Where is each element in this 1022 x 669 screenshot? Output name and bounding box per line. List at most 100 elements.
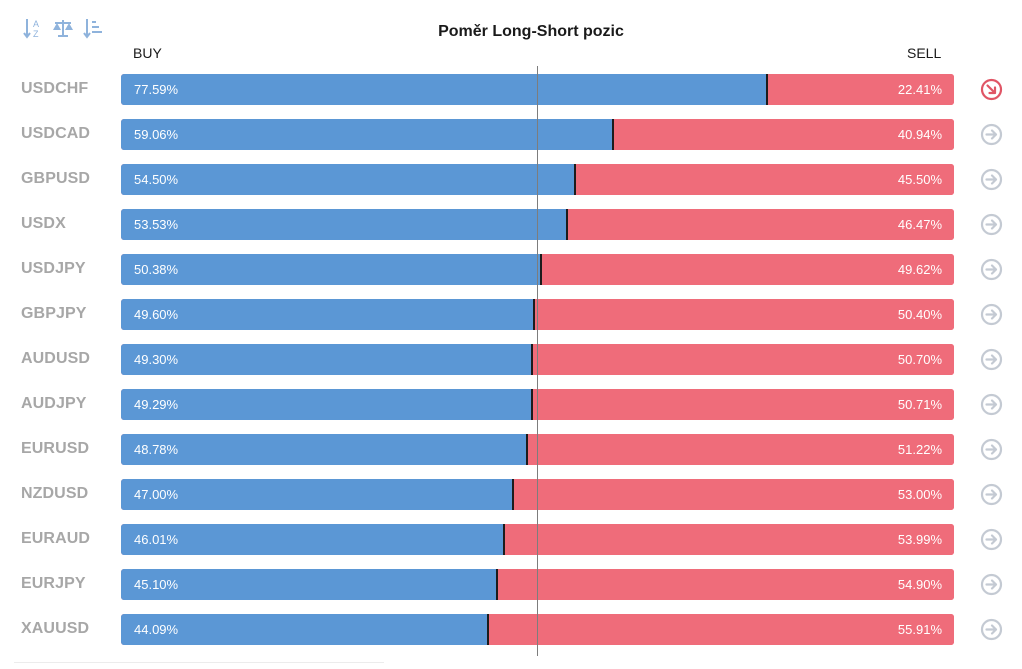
sell-value-label: 50.71% <box>897 397 942 412</box>
arrow-right-icon[interactable] <box>980 438 1003 461</box>
sell-bar <box>488 614 954 645</box>
bar-divider <box>496 569 498 600</box>
chart-row: GBPJPY 49.60% 50.40% <box>0 299 1022 330</box>
arrow-right-icon[interactable] <box>980 618 1003 641</box>
buy-bar <box>121 74 767 105</box>
buy-value-label: 53.53% <box>134 217 179 232</box>
symbol-label: XAUUSD <box>21 620 90 637</box>
sell-value-label: 53.99% <box>897 532 942 547</box>
symbol-label: EURUSD <box>21 440 90 457</box>
sell-bar <box>541 254 954 285</box>
bar-divider <box>487 614 489 645</box>
buy-value-label: 77.59% <box>134 82 179 97</box>
symbol-label: AUDUSD <box>21 350 91 367</box>
buy-bar <box>121 299 534 330</box>
sell-value-label: 55.91% <box>897 622 942 637</box>
chart-row: USDJPY 50.38% 49.62% <box>0 254 1022 285</box>
sell-value-label: 49.62% <box>897 262 942 277</box>
chart-row: USDCAD 59.06% 40.94% <box>0 119 1022 150</box>
buy-column-label: BUY <box>133 45 162 61</box>
arrow-down-right-icon[interactable] <box>980 78 1003 101</box>
arrow-right-icon[interactable] <box>980 168 1003 191</box>
sell-column-label: SELL <box>907 45 942 61</box>
sort-alpha-icon[interactable]: A Z <box>22 16 44 40</box>
chart-row: USDX 53.53% 46.47% <box>0 209 1022 240</box>
symbol-label: AUDJPY <box>21 395 87 412</box>
chart-row: AUDUSD 49.30% 50.70% <box>0 344 1022 375</box>
sell-bar <box>532 344 954 375</box>
sell-value-label: 45.50% <box>897 172 942 187</box>
symbol-label: USDCAD <box>21 125 91 142</box>
sell-bar <box>767 74 954 105</box>
symbol-label: EURJPY <box>21 575 86 592</box>
buy-bar <box>121 254 541 285</box>
sell-bar <box>532 389 954 420</box>
bar-divider <box>766 74 768 105</box>
bar-divider <box>533 299 535 330</box>
arrow-right-icon[interactable] <box>980 348 1003 371</box>
sell-value-label: 50.40% <box>897 307 942 322</box>
chart-row: NZDUSD 47.00% 53.00% <box>0 479 1022 510</box>
buy-bar <box>121 209 567 240</box>
bar-divider <box>503 524 505 555</box>
buy-value-label: 47.00% <box>134 487 179 502</box>
bar-divider <box>512 479 514 510</box>
balance-scale-icon[interactable] <box>52 16 74 40</box>
symbol-label: USDJPY <box>21 260 86 277</box>
svg-text:Z: Z <box>33 29 39 39</box>
arrow-right-icon[interactable] <box>980 258 1003 281</box>
chart-row: GBPUSD 54.50% 45.50% <box>0 164 1022 195</box>
chart-row: EURAUD 46.01% 53.99% <box>0 524 1022 555</box>
arrow-right-icon[interactable] <box>980 123 1003 146</box>
buy-value-label: 59.06% <box>134 127 179 142</box>
symbol-label: USDCHF <box>21 80 89 97</box>
toolbar: A Z <box>22 16 104 40</box>
buy-bar <box>121 344 532 375</box>
buy-value-label: 45.10% <box>134 577 179 592</box>
sell-bar <box>497 569 954 600</box>
buy-bar <box>121 569 497 600</box>
sell-value-label: 54.90% <box>897 577 942 592</box>
symbol-label: GBPJPY <box>21 305 87 322</box>
buy-value-label: 50.38% <box>134 262 179 277</box>
buy-value-label: 49.29% <box>134 397 179 412</box>
bar-divider <box>540 254 542 285</box>
sell-bar <box>575 164 954 195</box>
symbol-label: USDX <box>21 215 66 232</box>
sell-bar <box>513 479 954 510</box>
symbol-label: NZDUSD <box>21 485 89 502</box>
buy-value-label: 44.09% <box>134 622 179 637</box>
arrow-right-icon[interactable] <box>980 573 1003 596</box>
sell-bar <box>504 524 954 555</box>
symbol-label: GBPUSD <box>21 170 91 187</box>
arrow-right-icon[interactable] <box>980 393 1003 416</box>
arrow-right-icon[interactable] <box>980 528 1003 551</box>
chart-row: EURJPY 45.10% 54.90% <box>0 569 1022 600</box>
svg-text:A: A <box>33 19 39 29</box>
buy-value-label: 54.50% <box>134 172 179 187</box>
buy-bar <box>121 479 513 510</box>
buy-value-label: 49.30% <box>134 352 179 367</box>
symbol-label: EURAUD <box>21 530 91 547</box>
bar-divider <box>531 389 533 420</box>
ratio-bar: 59.06% 40.94% <box>121 119 954 150</box>
sell-value-label: 40.94% <box>897 127 942 142</box>
sell-bar <box>527 434 954 465</box>
buy-bar <box>121 119 613 150</box>
arrow-right-icon[interactable] <box>980 303 1003 326</box>
chart-title: Poměr Long-Short pozic <box>438 23 624 40</box>
sell-value-label: 22.41% <box>897 82 942 97</box>
arrow-right-icon[interactable] <box>980 213 1003 236</box>
bar-divider <box>574 164 576 195</box>
chart-row: USDCHF 77.59% 22.41% <box>0 74 1022 105</box>
sell-bar <box>613 119 954 150</box>
sort-amount-icon[interactable] <box>82 16 104 40</box>
chart-row: AUDJPY 49.29% 50.71% <box>0 389 1022 420</box>
ratio-bar: 48.78% 51.22% <box>121 434 954 465</box>
arrow-right-icon[interactable] <box>980 483 1003 506</box>
buy-bar <box>121 614 488 645</box>
chart-row: XAUUSD 44.09% 55.91% <box>0 614 1022 645</box>
bar-divider <box>526 434 528 465</box>
buy-bar <box>121 524 504 555</box>
bar-divider <box>566 209 568 240</box>
